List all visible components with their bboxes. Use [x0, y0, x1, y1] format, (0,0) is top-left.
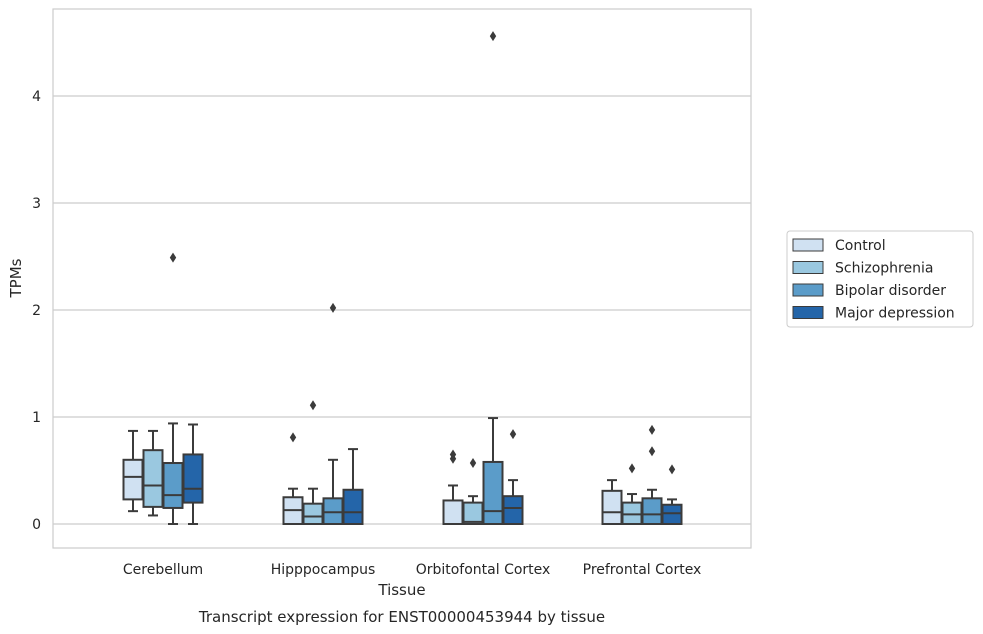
iqr-box [601, 489, 623, 525]
box-bipolar-disorder [162, 252, 184, 525]
iqr-box [322, 497, 344, 526]
outlier-point [469, 458, 477, 469]
iqr-box [502, 495, 524, 525]
box-control [442, 449, 464, 525]
legend: Control Schizophrenia Bipolar disorder Majo… [786, 230, 974, 328]
legend-label: Control [835, 238, 886, 254]
y-tick-labels: 0 1 2 3 4 [32, 89, 41, 533]
iqr-box [462, 501, 484, 526]
outlier-point [329, 302, 337, 313]
y-tick-label: 0 [32, 517, 41, 533]
y-tick-label: 4 [32, 89, 41, 105]
plot-background [53, 9, 751, 548]
iqr-box [142, 449, 164, 508]
iqr-box [482, 460, 504, 526]
x-tick-label: Prefrontal Cortex [583, 562, 702, 578]
iqr-box [621, 501, 643, 526]
box-control [282, 432, 304, 525]
legend-label: Schizophrenia [835, 261, 933, 277]
outlier-point [509, 429, 517, 440]
box-major-depression [502, 429, 524, 525]
outlier-point [648, 424, 656, 435]
iqr-box [122, 458, 144, 501]
outlier-point [489, 31, 497, 42]
legend-swatch [792, 283, 824, 297]
box-bipolar-disorder [482, 31, 504, 526]
iqr-box [342, 488, 364, 526]
box-bipolar-disorder [641, 424, 663, 526]
outlier-point [289, 432, 297, 443]
box-control [122, 429, 144, 513]
iqr-box [442, 499, 464, 525]
x-tick-labels: Cerebellum Hipppocampus Orbitofontal Corte… [123, 562, 701, 578]
legend-swatch [792, 261, 824, 274]
legend-entry: Control [792, 238, 886, 254]
boxes-layer [122, 31, 683, 526]
legend-entry: Bipolar disorder [792, 283, 946, 299]
legend-entry: Schizophrenia [792, 261, 933, 277]
x-tick-label: Hipppocampus [271, 562, 376, 578]
box-bipolar-disorder [322, 302, 344, 526]
y-axis-label: TPMs [7, 258, 25, 298]
outlier-point [169, 252, 177, 263]
y-tick-label: 3 [32, 196, 41, 212]
outlier-point [309, 400, 317, 411]
iqr-box [162, 462, 184, 509]
y-tick-label: 1 [32, 410, 41, 426]
box-major-depression [182, 423, 204, 525]
outlier-point [628, 463, 636, 474]
x-tick-label: Orbitofontal Cortex [416, 562, 551, 578]
iqr-box [182, 453, 204, 504]
legend-swatch [792, 238, 824, 252]
outlier-point [648, 446, 656, 457]
plot-frame [52, 8, 752, 549]
iqr-box [302, 502, 324, 526]
iqr-box [641, 497, 663, 526]
box-major-depression [342, 448, 364, 526]
box-schizophrenia [302, 400, 324, 526]
legend-label: Bipolar disorder [835, 283, 946, 299]
x-tick-label: Cerebellum [123, 562, 203, 578]
outlier-point [668, 464, 676, 475]
legend-label: Major depression [835, 306, 955, 322]
iqr-box [661, 503, 683, 525]
box-major-depression [661, 464, 683, 525]
y-tick-label: 2 [32, 303, 41, 319]
chart-caption: Transcript expression for ENST0000045394… [198, 608, 605, 626]
legend-frame [786, 230, 974, 328]
x-axis-label: Tissue [377, 581, 425, 599]
outlier-point [449, 449, 457, 460]
legend-entry: Major depression [792, 306, 955, 322]
legend-swatch [792, 306, 824, 319]
